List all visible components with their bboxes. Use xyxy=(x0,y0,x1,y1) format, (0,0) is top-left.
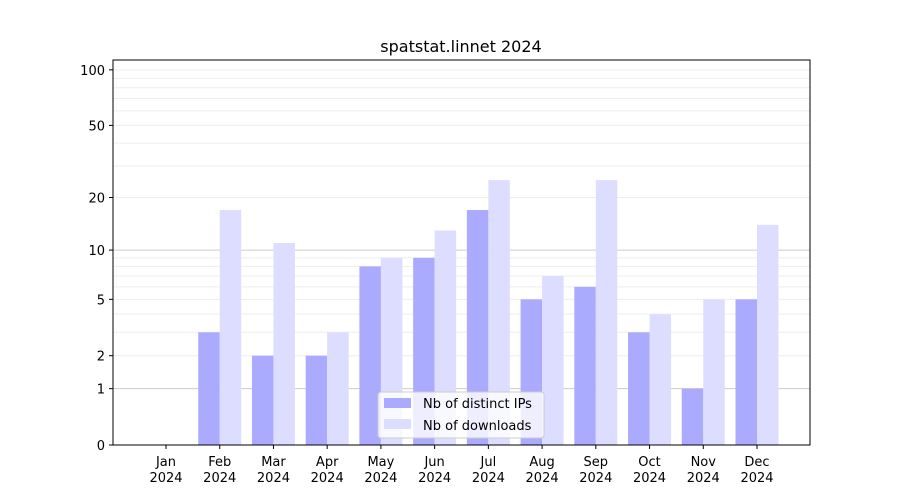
x-tick-label-year: 2024 xyxy=(472,471,505,486)
legend: Nb of distinct IPs Nb of downloads xyxy=(377,391,545,439)
y-tick-label: 100 xyxy=(80,64,105,79)
x-tick-label-year: 2024 xyxy=(633,471,666,486)
chart-title: spatstat.linnet 2024 xyxy=(380,37,541,56)
x-tick-label-year: 2024 xyxy=(687,471,720,486)
x-tick-label-month: May xyxy=(367,455,394,470)
legend-label-ips: Nb of distinct IPs xyxy=(423,397,532,412)
x-tick-label-month: Dec xyxy=(744,455,769,470)
y-tick-label: 2 xyxy=(97,350,105,365)
bar-distinct-ips xyxy=(305,355,328,445)
x-tick-label-month: Jan xyxy=(155,455,176,470)
x-tick-label-year: 2024 xyxy=(418,471,451,486)
x-tick-label-month: Mar xyxy=(261,455,286,470)
x-tick-label-month: Sep xyxy=(584,455,609,470)
bar-distinct-ips xyxy=(198,332,220,445)
x-tick-label-year: 2024 xyxy=(257,471,290,486)
x-tick-label-month: Jul xyxy=(480,455,497,470)
x-tick-label-month: Jun xyxy=(423,455,444,470)
y-tick-label: 10 xyxy=(88,244,105,259)
y-tick-label: 50 xyxy=(88,119,105,134)
bar-downloads xyxy=(757,224,779,445)
legend-label-downloads: Nb of downloads xyxy=(423,419,532,434)
bar-downloads xyxy=(434,230,457,445)
bar-downloads xyxy=(273,243,295,445)
legend-swatch-downloads xyxy=(384,419,411,429)
x-tick-label-month: Apr xyxy=(316,455,339,470)
x-tick-label-year: 2024 xyxy=(740,471,773,486)
x-tick-label-month: Nov xyxy=(691,455,717,470)
y-axis: 0 1 2 5 10 20 50 100 xyxy=(80,64,113,454)
x-tick-label-month: Oct xyxy=(638,455,660,470)
x-tick-label-year: 2024 xyxy=(579,471,612,486)
bar-downloads xyxy=(488,180,510,445)
x-tick-label-month: Aug xyxy=(529,455,554,470)
y-tick-label: 5 xyxy=(97,293,105,308)
x-tick-label-year: 2024 xyxy=(311,471,344,486)
y-tick-label: 20 xyxy=(88,192,105,207)
bar-downloads xyxy=(595,180,618,445)
bar-distinct-ips xyxy=(466,210,489,445)
bar-downloads xyxy=(327,332,349,445)
y-tick-label: 1 xyxy=(97,383,105,398)
bar-downloads xyxy=(649,314,672,445)
y-tick-label: 0 xyxy=(97,439,105,454)
x-tick-label-year: 2024 xyxy=(149,471,182,486)
plot-frame xyxy=(112,59,811,446)
bar-downloads xyxy=(219,210,242,445)
x-tick-label-year: 2024 xyxy=(526,471,559,486)
bar-distinct-ips xyxy=(251,355,274,445)
bar-distinct-ips xyxy=(735,299,757,445)
legend-box xyxy=(377,391,545,439)
bar-distinct-ips xyxy=(574,286,596,445)
bars xyxy=(198,180,779,445)
bar-distinct-ips xyxy=(681,388,704,445)
x-tick-label-year: 2024 xyxy=(364,471,397,486)
bar-distinct-ips xyxy=(359,266,381,445)
x-axis: Jan2024Feb2024Mar2024Apr2024May2024Jun20… xyxy=(149,445,774,486)
legend-swatch-ips xyxy=(384,398,411,408)
bar-downloads xyxy=(542,275,564,445)
x-tick-label-year: 2024 xyxy=(203,471,236,486)
bar-downloads xyxy=(703,299,725,445)
x-tick-label-month: Feb xyxy=(208,455,231,470)
bar-distinct-ips xyxy=(628,332,650,445)
